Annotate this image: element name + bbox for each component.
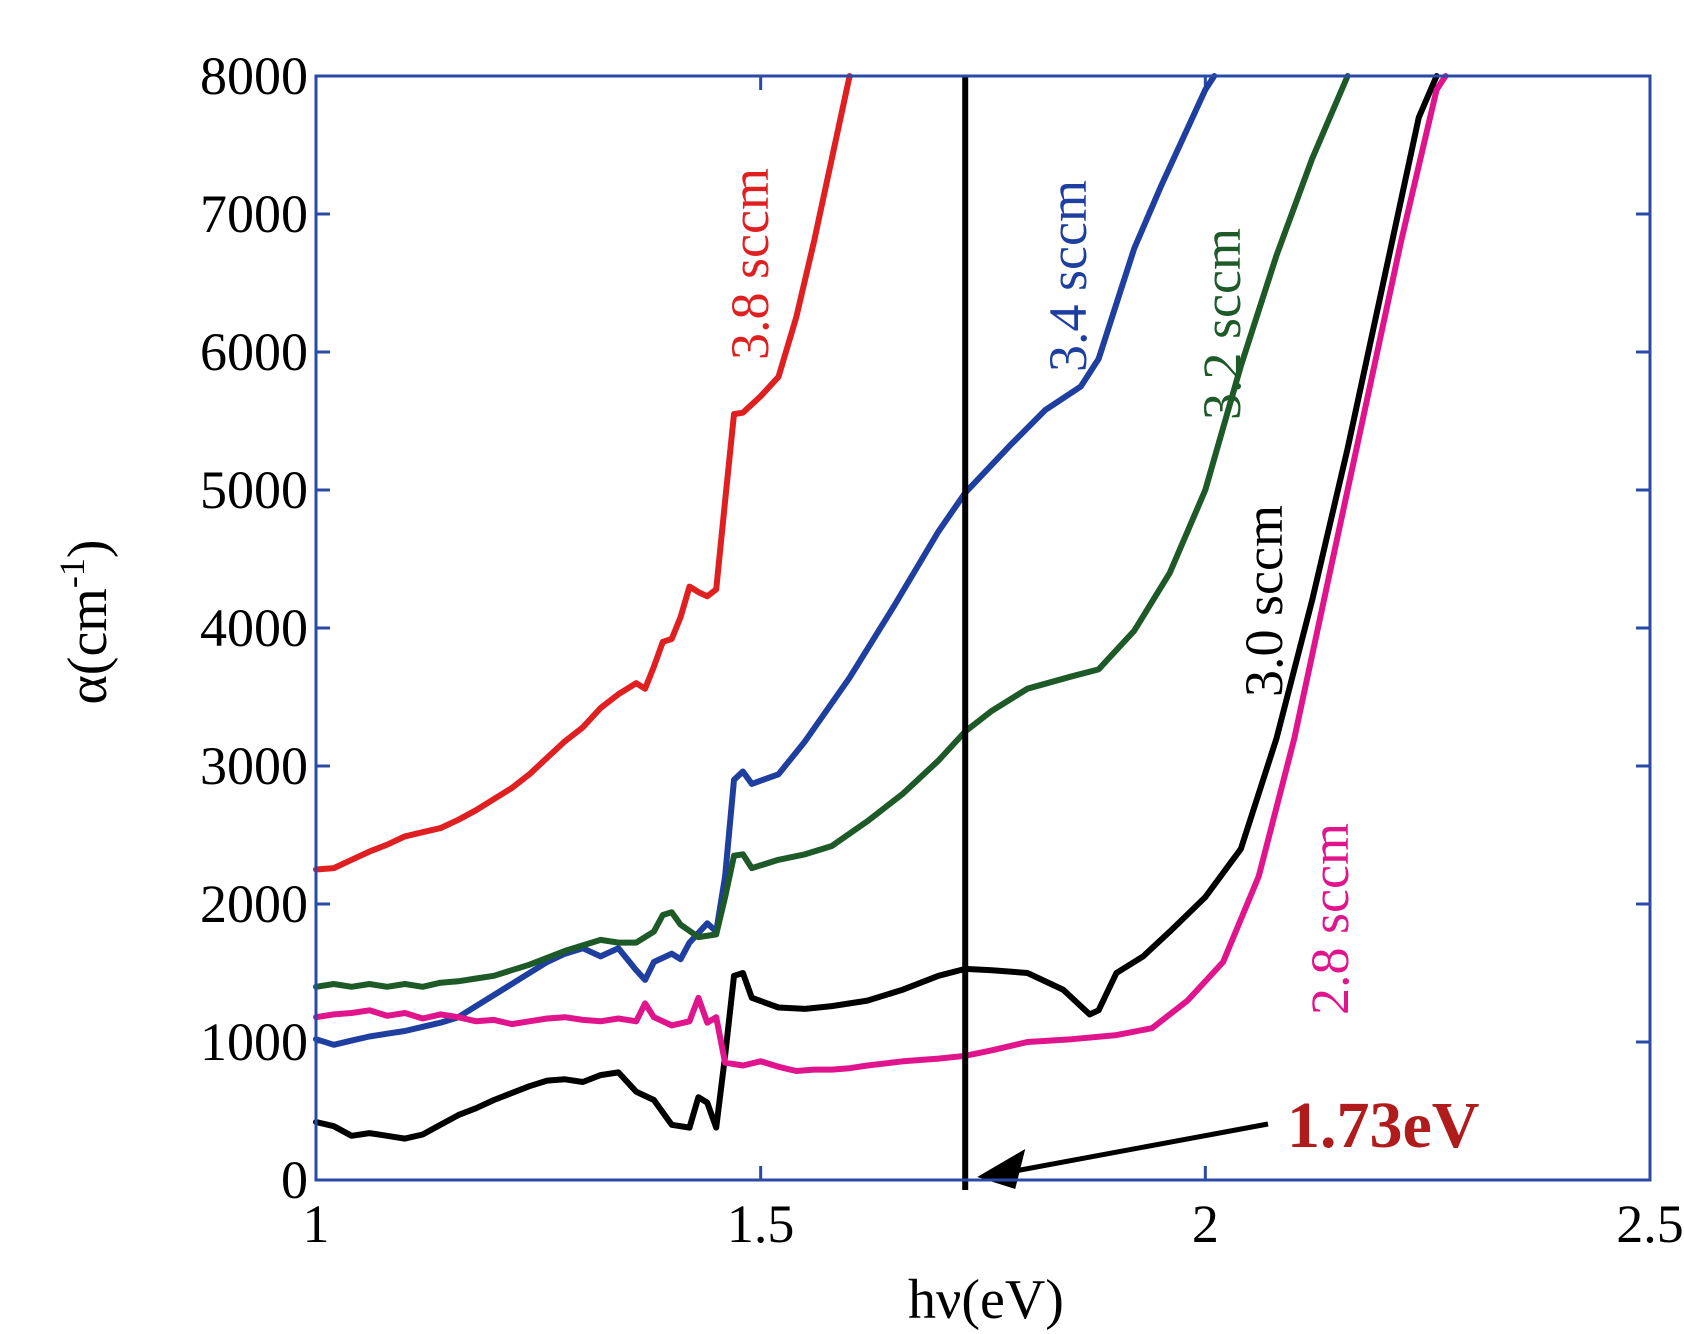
series-label-3-2: 3.2 sccm [1192,228,1252,420]
x-tick-label: 1.5 [727,1194,795,1254]
y-tick-label: 4000 [200,598,308,658]
series-label-3-0: 3.0 sccm [1234,505,1294,697]
plot-frame [314,74,1652,1182]
data-series [313,73,1449,1142]
y-tick-label: 2000 [200,874,308,934]
x-axis-title: hν(eV) [908,1269,1064,1331]
y-axis-title-main: α(cm [57,588,119,704]
axis-ticks: 1 1.5 2 2.5 0 1000 2000 3000 4000 5000 6000 7000 800… [200,46,1684,1254]
y-tick-label: 7000 [200,184,308,244]
y-tick-label: 6000 [200,322,308,382]
series-label-3-4: 3.4 sccm [1038,180,1098,372]
series-line-3-4-sccm [313,73,1218,1048]
x-tick-label: 1 [303,1194,330,1254]
series-line-2-8-sccm [313,73,1449,1074]
marker-arrow-shaft [992,1121,1269,1178]
y-tick-label: 1000 [200,1012,308,1072]
y-axis-title-superscript: -1 [52,558,92,588]
x-tick-label: 2.5 [1616,1194,1684,1254]
series-line-3-2-sccm [313,73,1351,990]
y-tick-label: 3000 [200,736,308,796]
y-tick-label: 5000 [200,460,308,520]
series-label-3-8: 3.8 sccm [720,168,780,360]
y-axis-title: α(cm-1) [52,539,119,704]
x-tick-label: 2 [1192,1194,1219,1254]
y-tick-label: 0 [281,1150,308,1210]
series-line-3-0-sccm [313,73,1440,1142]
marker-annotation-label: 1.73eV [1287,1089,1479,1162]
y-tick-label: 8000 [200,46,308,106]
series-label-2-8: 2.8 sccm [1300,823,1360,1015]
y-axis-title-close: ) [57,539,119,558]
series-line-3-8-sccm [313,73,853,873]
